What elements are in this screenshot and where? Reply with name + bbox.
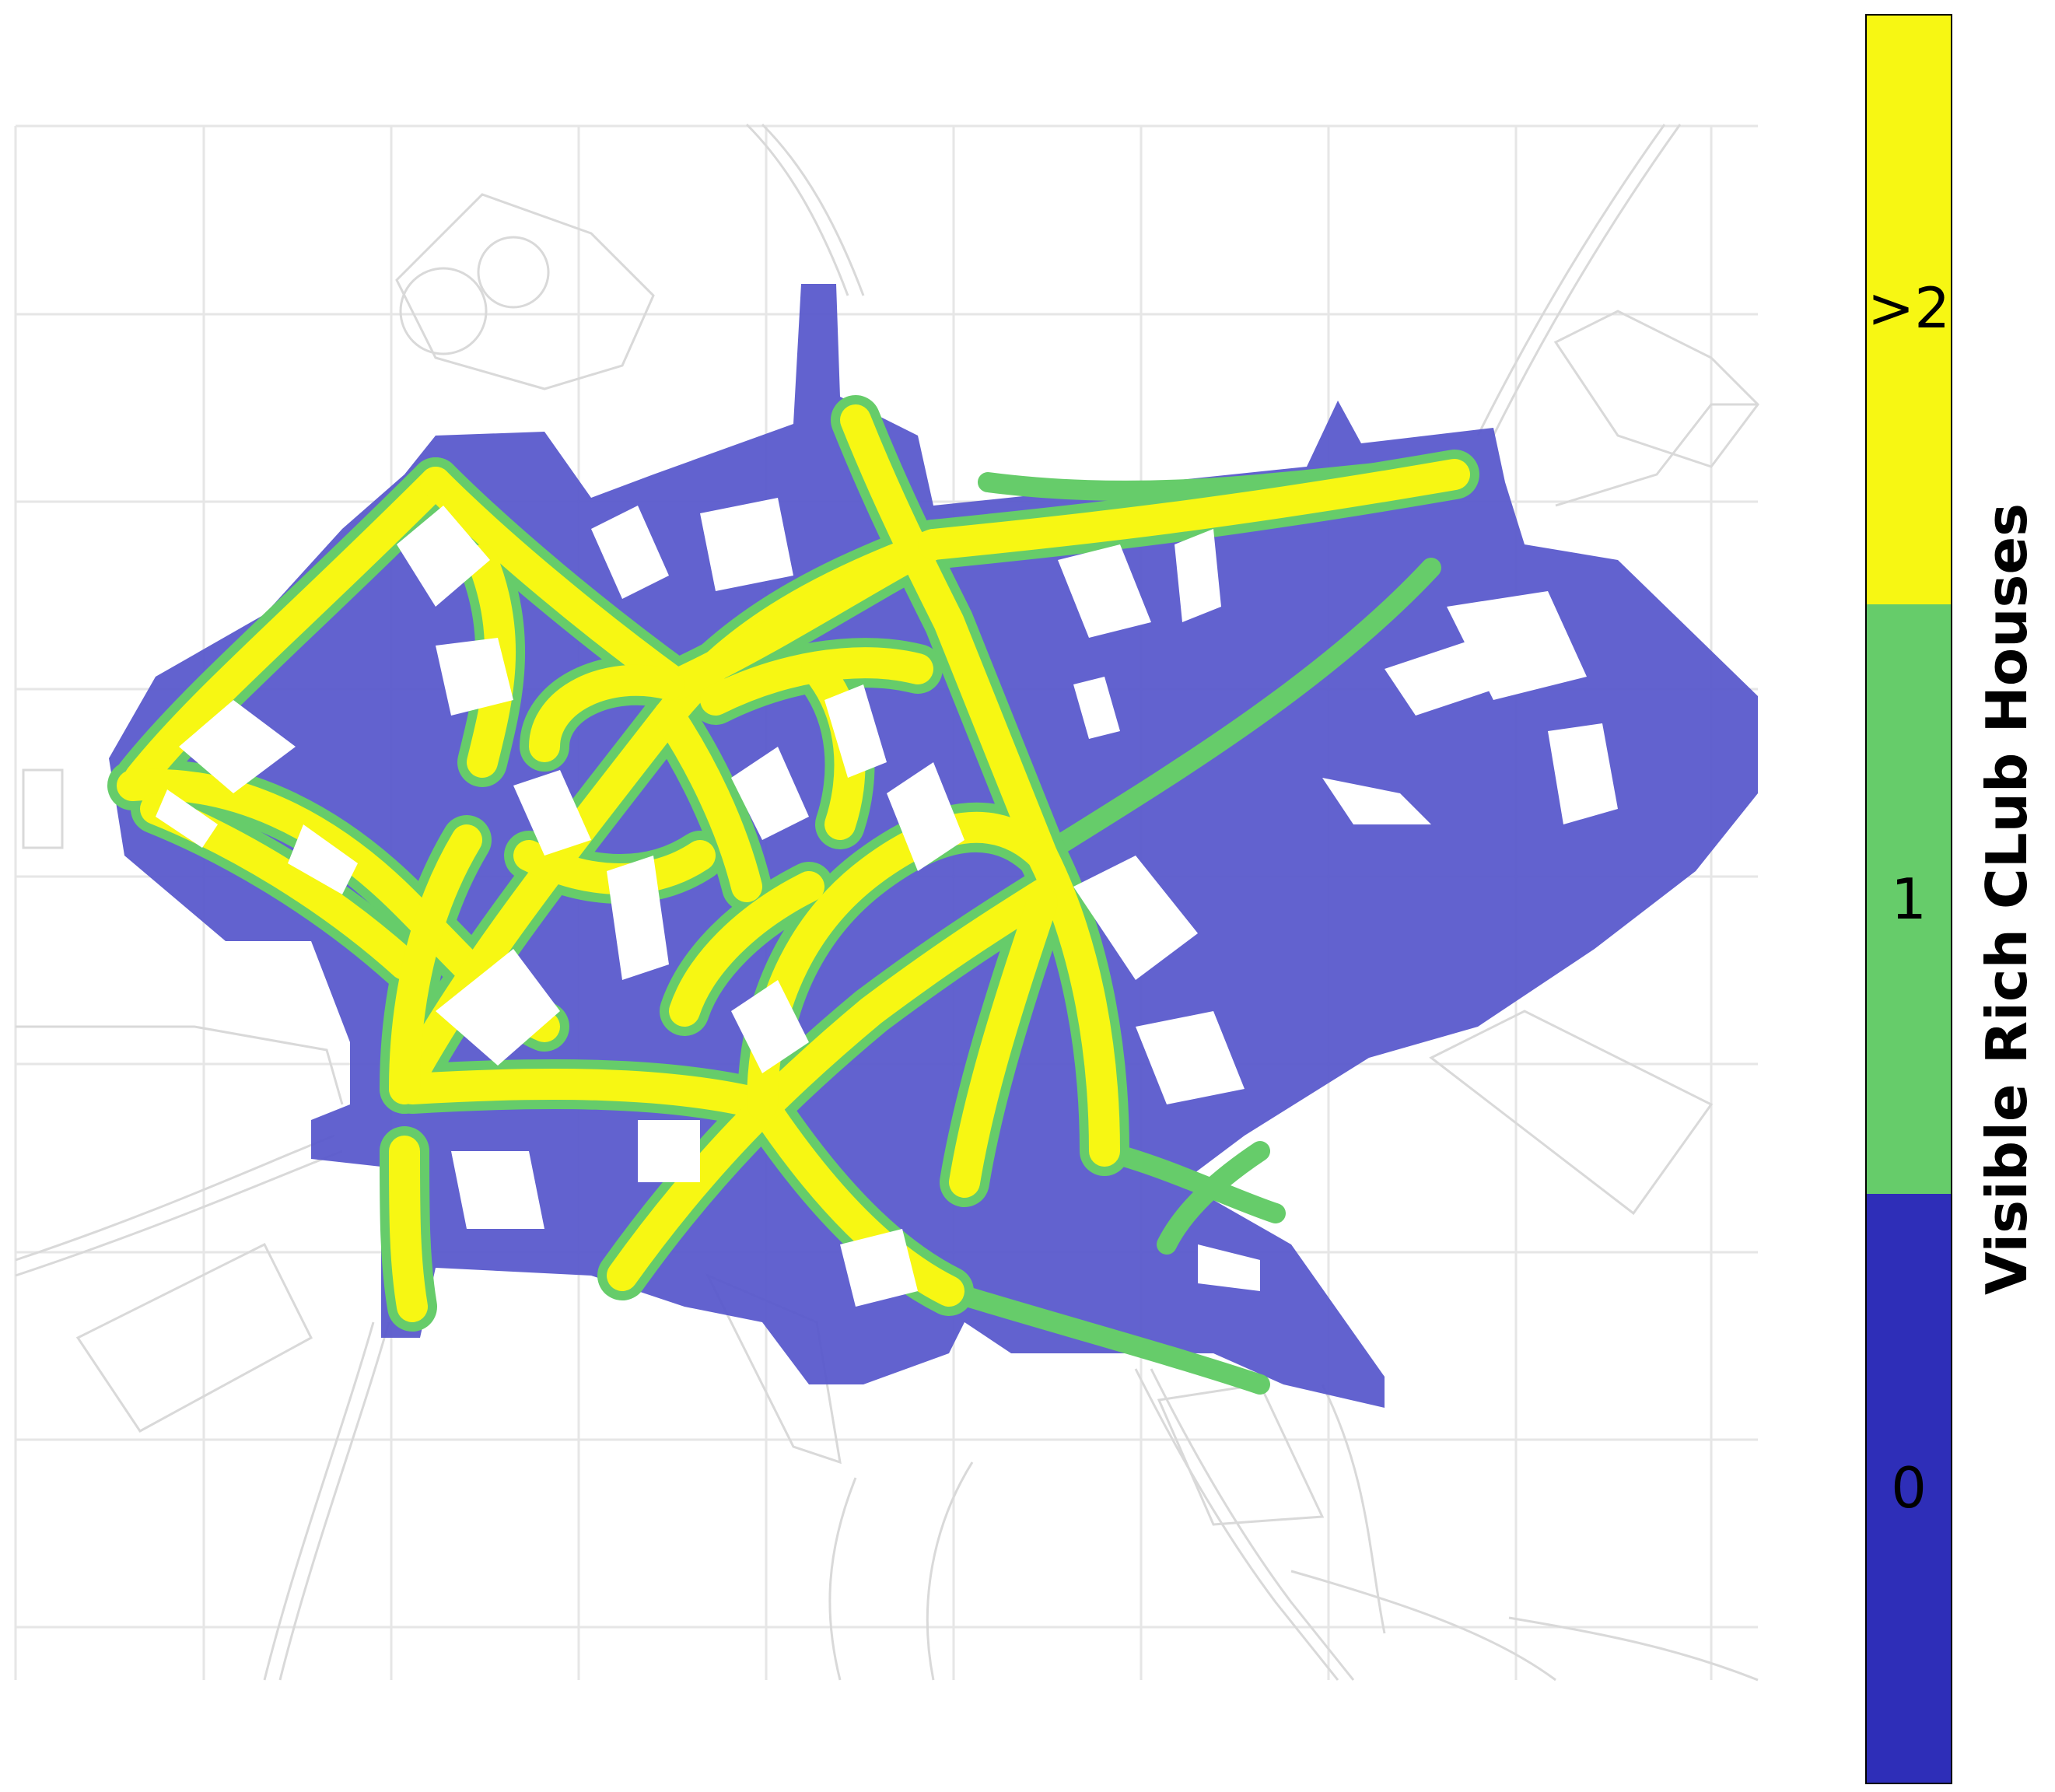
coverage-many-street: [389, 1136, 428, 1322]
base-road: [745, 123, 849, 296]
stadium-outline: [1157, 1383, 1325, 1526]
building-block: [1322, 778, 1431, 824]
coverage-many-street: [949, 887, 1058, 1198]
building-block: [1136, 1011, 1245, 1104]
colorbar-tick-zero: 0: [1891, 1455, 1927, 1521]
base-road: [1492, 124, 1682, 436]
visibility-map: [14, 123, 1759, 1682]
coverage-one-street: [1032, 558, 1441, 866]
colorbar-tick-one: 1: [1891, 866, 1927, 932]
base-road: [828, 1477, 857, 1681]
colorbar-segment-many: >2: [1867, 16, 1951, 605]
base-road: [1508, 1616, 1759, 1682]
ferris-wheel-outline: [477, 236, 550, 309]
building-block: [436, 949, 560, 1066]
building-block: [638, 1120, 700, 1182]
building-block: [887, 762, 964, 871]
building-block: [1548, 723, 1618, 824]
coverage-many-street: [840, 404, 1058, 871]
base-road: [263, 1321, 375, 1681]
building-outline: [22, 768, 64, 849]
base-road: [15, 1150, 343, 1277]
ferris-wheel-outline: [399, 267, 488, 355]
block-outline: [75, 1242, 313, 1433]
coverage-many-streets: [117, 404, 1470, 1322]
coverage-many-street: [607, 879, 1058, 1291]
colorbar-label: Visible Rich CLub Houses: [1974, 502, 2039, 1296]
base-road: [278, 1321, 390, 1681]
block-outline: [1429, 1010, 1714, 1216]
building-block: [156, 789, 218, 848]
coverage-many-street: [124, 467, 451, 793]
base-road: [1134, 1368, 1339, 1681]
building-block: [1198, 1244, 1260, 1291]
coverage-many-street: [529, 664, 684, 762]
building-block: [1073, 677, 1120, 739]
building-block: [700, 498, 793, 591]
block-outline: [1553, 310, 1759, 468]
building-block: [607, 856, 669, 980]
building-block: [840, 1229, 918, 1307]
base-road: [15, 1134, 335, 1262]
base-road: [16, 1025, 344, 1105]
colorbar-segment-one: 1: [1867, 604, 1951, 1194]
building-block: [1447, 591, 1587, 700]
base-map-outlines: [15, 123, 1759, 1682]
building-block: [591, 506, 669, 599]
coverage-many-street: [389, 824, 482, 1104]
coverage-many-street: [420, 467, 692, 700]
building-block: [1073, 856, 1198, 980]
coverage-many-street: [669, 871, 824, 1027]
colorbar: >2 1 0: [1865, 14, 1952, 1784]
coverage-many-street: [653, 700, 762, 902]
coverage-many-street: [397, 1069, 778, 1120]
coverage-many-street: [1027, 840, 1120, 1167]
building-block: [731, 980, 809, 1073]
park-outline: [395, 193, 655, 390]
building-block: [451, 1151, 544, 1229]
colorbar-segment-zero: 0: [1867, 1193, 1951, 1783]
base-road: [1476, 124, 1666, 436]
base-road: [1290, 1570, 1556, 1682]
base-road: [1321, 1384, 1386, 1634]
building-block: [1175, 529, 1221, 622]
building-block: [824, 684, 887, 778]
building-block: [513, 770, 591, 856]
colorbar-tick-many: >2: [1867, 275, 1951, 341]
map-canvas: [14, 123, 1759, 1682]
building-block: [397, 506, 490, 607]
building-blocks: [156, 498, 1618, 1307]
base-road: [761, 123, 865, 296]
building-block: [288, 824, 358, 894]
building-block: [731, 747, 809, 840]
base-road: [1150, 1368, 1355, 1681]
base-road: [1555, 403, 1758, 507]
coverage-one-street: [939, 1281, 1270, 1395]
coverage-many-street: [918, 459, 1470, 560]
coverage-one-street: [1157, 1141, 1270, 1255]
coverage-many-street: [747, 1089, 964, 1307]
building-block: [179, 700, 296, 793]
base-road: [926, 1461, 974, 1681]
building-block: [1058, 544, 1151, 638]
building-block: [436, 638, 513, 716]
